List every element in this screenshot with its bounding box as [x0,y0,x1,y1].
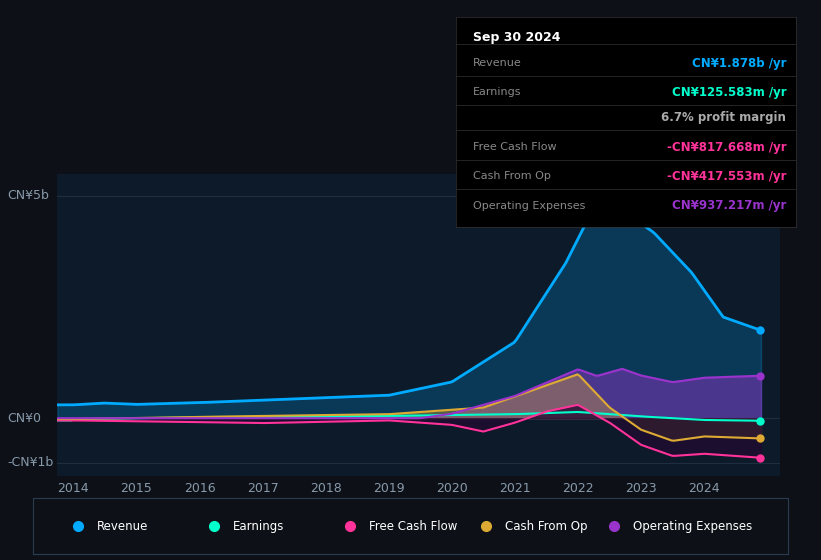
Text: CN¥125.583m /yr: CN¥125.583m /yr [672,86,787,99]
Text: CN¥937.217m /yr: CN¥937.217m /yr [672,199,787,212]
Text: Cash From Op: Cash From Op [505,520,587,533]
Text: Earnings: Earnings [473,87,521,97]
Text: CN¥5b: CN¥5b [7,189,48,202]
Text: Revenue: Revenue [473,58,521,68]
Text: -CN¥817.668m /yr: -CN¥817.668m /yr [667,141,787,153]
Text: Earnings: Earnings [233,520,284,533]
Text: -CN¥417.553m /yr: -CN¥417.553m /yr [667,170,787,183]
Text: CN¥0: CN¥0 [7,412,41,424]
Text: 6.7% profit margin: 6.7% profit margin [661,111,787,124]
Text: Operating Expenses: Operating Expenses [473,201,585,211]
Text: Free Cash Flow: Free Cash Flow [369,520,457,533]
Text: Revenue: Revenue [97,520,149,533]
Text: Sep 30 2024: Sep 30 2024 [473,31,560,44]
Text: Free Cash Flow: Free Cash Flow [473,142,557,152]
Text: Operating Expenses: Operating Expenses [633,520,753,533]
Text: Cash From Op: Cash From Op [473,171,551,181]
Text: -CN¥1b: -CN¥1b [7,456,53,469]
Text: CN¥1.878b /yr: CN¥1.878b /yr [691,57,787,69]
